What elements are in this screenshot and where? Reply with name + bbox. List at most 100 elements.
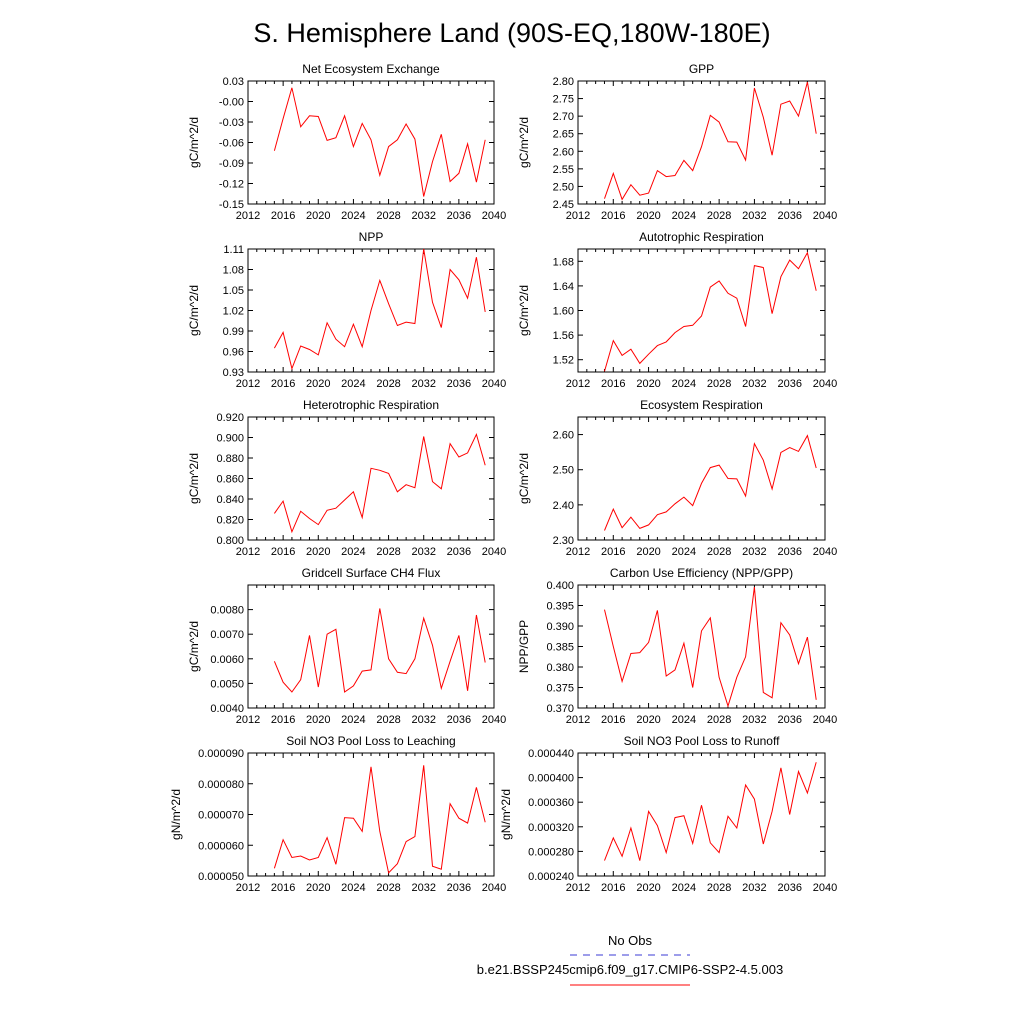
x-tick-label: 2040 bbox=[813, 714, 837, 726]
panel-title: Ecosystem Respiration bbox=[640, 398, 763, 412]
plot-frame bbox=[577, 416, 826, 541]
x-tick-label: 2012 bbox=[236, 378, 260, 390]
y-tick-label: 0.000080 bbox=[198, 779, 244, 791]
panel-title: Carbon Use Efficiency (NPP/GPP) bbox=[610, 566, 793, 580]
x-tick-label: 2024 bbox=[672, 378, 696, 390]
series-line bbox=[604, 586, 817, 708]
x-tick-label: 2016 bbox=[271, 210, 295, 222]
y-tick-label: 1.08 bbox=[223, 265, 244, 277]
y-tick-label: 0.03 bbox=[223, 76, 244, 88]
x-tick-label: 2040 bbox=[813, 378, 837, 390]
x-tick-label: 2028 bbox=[376, 882, 400, 894]
x-tick-label: 2020 bbox=[636, 378, 660, 390]
x-tick-label: 2016 bbox=[601, 714, 625, 726]
chart-panel: Carbon Use Efficiency (NPP/GPP) NPP/GPP 20… bbox=[517, 566, 837, 726]
x-tick-label: 2020 bbox=[306, 378, 330, 390]
y-tick-label: 0.880 bbox=[216, 453, 244, 465]
y-tick-label: 2.65 bbox=[553, 129, 574, 141]
x-tick-label: 2020 bbox=[636, 882, 660, 894]
y-axis-label: gN/m^2/d bbox=[169, 789, 183, 840]
y-tick-label: 2.50 bbox=[553, 465, 574, 477]
x-tick-label: 2028 bbox=[707, 882, 731, 894]
plot-frame bbox=[577, 584, 826, 709]
x-tick-label: 2020 bbox=[636, 714, 660, 726]
y-tick-label: 0.000360 bbox=[528, 797, 574, 809]
plot-frame bbox=[577, 248, 826, 373]
plot-frame bbox=[247, 416, 495, 541]
x-tick-label: 2020 bbox=[306, 546, 330, 558]
chart-panel: Soil NO3 Pool Loss to Leaching gN/m^2/d 20… bbox=[169, 734, 506, 894]
legend-obs-label: No Obs bbox=[608, 933, 653, 948]
y-tick-label: 0.99 bbox=[223, 326, 244, 338]
series-line bbox=[604, 762, 817, 861]
y-tick-label: 0.000070 bbox=[198, 810, 244, 822]
x-tick-label: 2032 bbox=[742, 378, 766, 390]
y-tick-label: 2.30 bbox=[553, 535, 574, 547]
x-tick-label: 2020 bbox=[636, 546, 660, 558]
y-tick-label: 0.000090 bbox=[198, 748, 244, 760]
y-tick-label: 2.60 bbox=[553, 146, 574, 158]
y-tick-label: 0.000240 bbox=[528, 871, 574, 883]
x-tick-label: 2012 bbox=[566, 714, 590, 726]
x-tick-label: 2040 bbox=[813, 546, 837, 558]
chart-panel: Net Ecosystem Exchange gC/m^2/d 2012 2016 20… bbox=[187, 62, 506, 222]
x-tick-label: 2016 bbox=[601, 882, 625, 894]
y-tick-label: 0.000050 bbox=[198, 871, 244, 883]
y-tick-label: 1.56 bbox=[553, 330, 574, 342]
y-tick-label: 0.395 bbox=[546, 601, 574, 613]
chart-panel: GPP gC/m^2/d 2012 2016 2020 2024 2028 2032 2036 2… bbox=[517, 62, 837, 222]
x-tick-label: 2036 bbox=[447, 210, 471, 222]
x-tick-label: 2040 bbox=[813, 882, 837, 894]
chart-panel: Soil NO3 Pool Loss to Runoff gN/m^2/d 2012… bbox=[499, 734, 837, 894]
x-tick-label: 2024 bbox=[341, 546, 365, 558]
panel-title: NPP bbox=[359, 230, 384, 244]
series-line bbox=[273, 608, 486, 693]
chart-panel: Ecosystem Respiration gC/m^2/d 2012 2016 202… bbox=[517, 398, 837, 558]
panel-title: Heterotrophic Respiration bbox=[303, 398, 439, 412]
x-tick-label: 2036 bbox=[777, 378, 801, 390]
x-tick-label: 2016 bbox=[601, 546, 625, 558]
y-tick-label: 1.64 bbox=[553, 281, 574, 293]
x-tick-label: 2040 bbox=[482, 378, 506, 390]
x-tick-label: 2036 bbox=[777, 882, 801, 894]
x-tick-label: 2036 bbox=[777, 714, 801, 726]
y-axis-label: gC/m^2/d bbox=[187, 621, 201, 672]
x-tick-label: 2040 bbox=[482, 546, 506, 558]
y-tick-label: 0.96 bbox=[223, 347, 244, 359]
y-axis-label: NPP/GPP bbox=[517, 620, 531, 673]
y-axis-label: gC/m^2/d bbox=[517, 285, 531, 336]
x-tick-label: 2036 bbox=[447, 546, 471, 558]
x-tick-label: 2032 bbox=[411, 714, 435, 726]
panel-title: Gridcell Surface CH4 Flux bbox=[302, 566, 441, 580]
panel-title: Net Ecosystem Exchange bbox=[302, 62, 440, 76]
chart-panel: Autotrophic Respiration gC/m^2/d 2012 2016 2… bbox=[517, 230, 837, 390]
x-tick-label: 2036 bbox=[447, 378, 471, 390]
x-tick-label: 2036 bbox=[447, 882, 471, 894]
x-tick-label: 2032 bbox=[742, 546, 766, 558]
y-axis-label: gC/m^2/d bbox=[187, 117, 201, 168]
y-tick-label: 1.52 bbox=[553, 355, 574, 367]
chart-panel: Gridcell Surface CH4 Flux gC/m^2/d 2012 201… bbox=[187, 566, 506, 726]
series-line bbox=[604, 434, 817, 531]
x-tick-label: 2028 bbox=[376, 210, 400, 222]
x-tick-label: 2016 bbox=[271, 546, 295, 558]
y-tick-label: 0.820 bbox=[216, 515, 244, 527]
x-tick-label: 2024 bbox=[341, 714, 365, 726]
series-line bbox=[604, 251, 817, 372]
y-tick-label: -0.06 bbox=[219, 138, 244, 150]
x-tick-label: 2012 bbox=[566, 882, 590, 894]
y-tick-label: 0.000440 bbox=[528, 748, 574, 760]
plot-frame bbox=[247, 80, 495, 205]
y-tick-label: 2.45 bbox=[553, 199, 574, 211]
y-tick-label: 0.0070 bbox=[210, 629, 244, 641]
x-tick-label: 2040 bbox=[482, 714, 506, 726]
y-tick-label: 0.400 bbox=[546, 580, 574, 592]
x-tick-label: 2028 bbox=[707, 714, 731, 726]
y-tick-label: 2.50 bbox=[553, 181, 574, 193]
x-tick-label: 2028 bbox=[376, 378, 400, 390]
x-tick-label: 2036 bbox=[777, 210, 801, 222]
x-tick-label: 2024 bbox=[341, 210, 365, 222]
x-tick-label: 2024 bbox=[341, 882, 365, 894]
x-tick-label: 2016 bbox=[271, 882, 295, 894]
panel-title: Soil NO3 Pool Loss to Leaching bbox=[286, 734, 455, 748]
